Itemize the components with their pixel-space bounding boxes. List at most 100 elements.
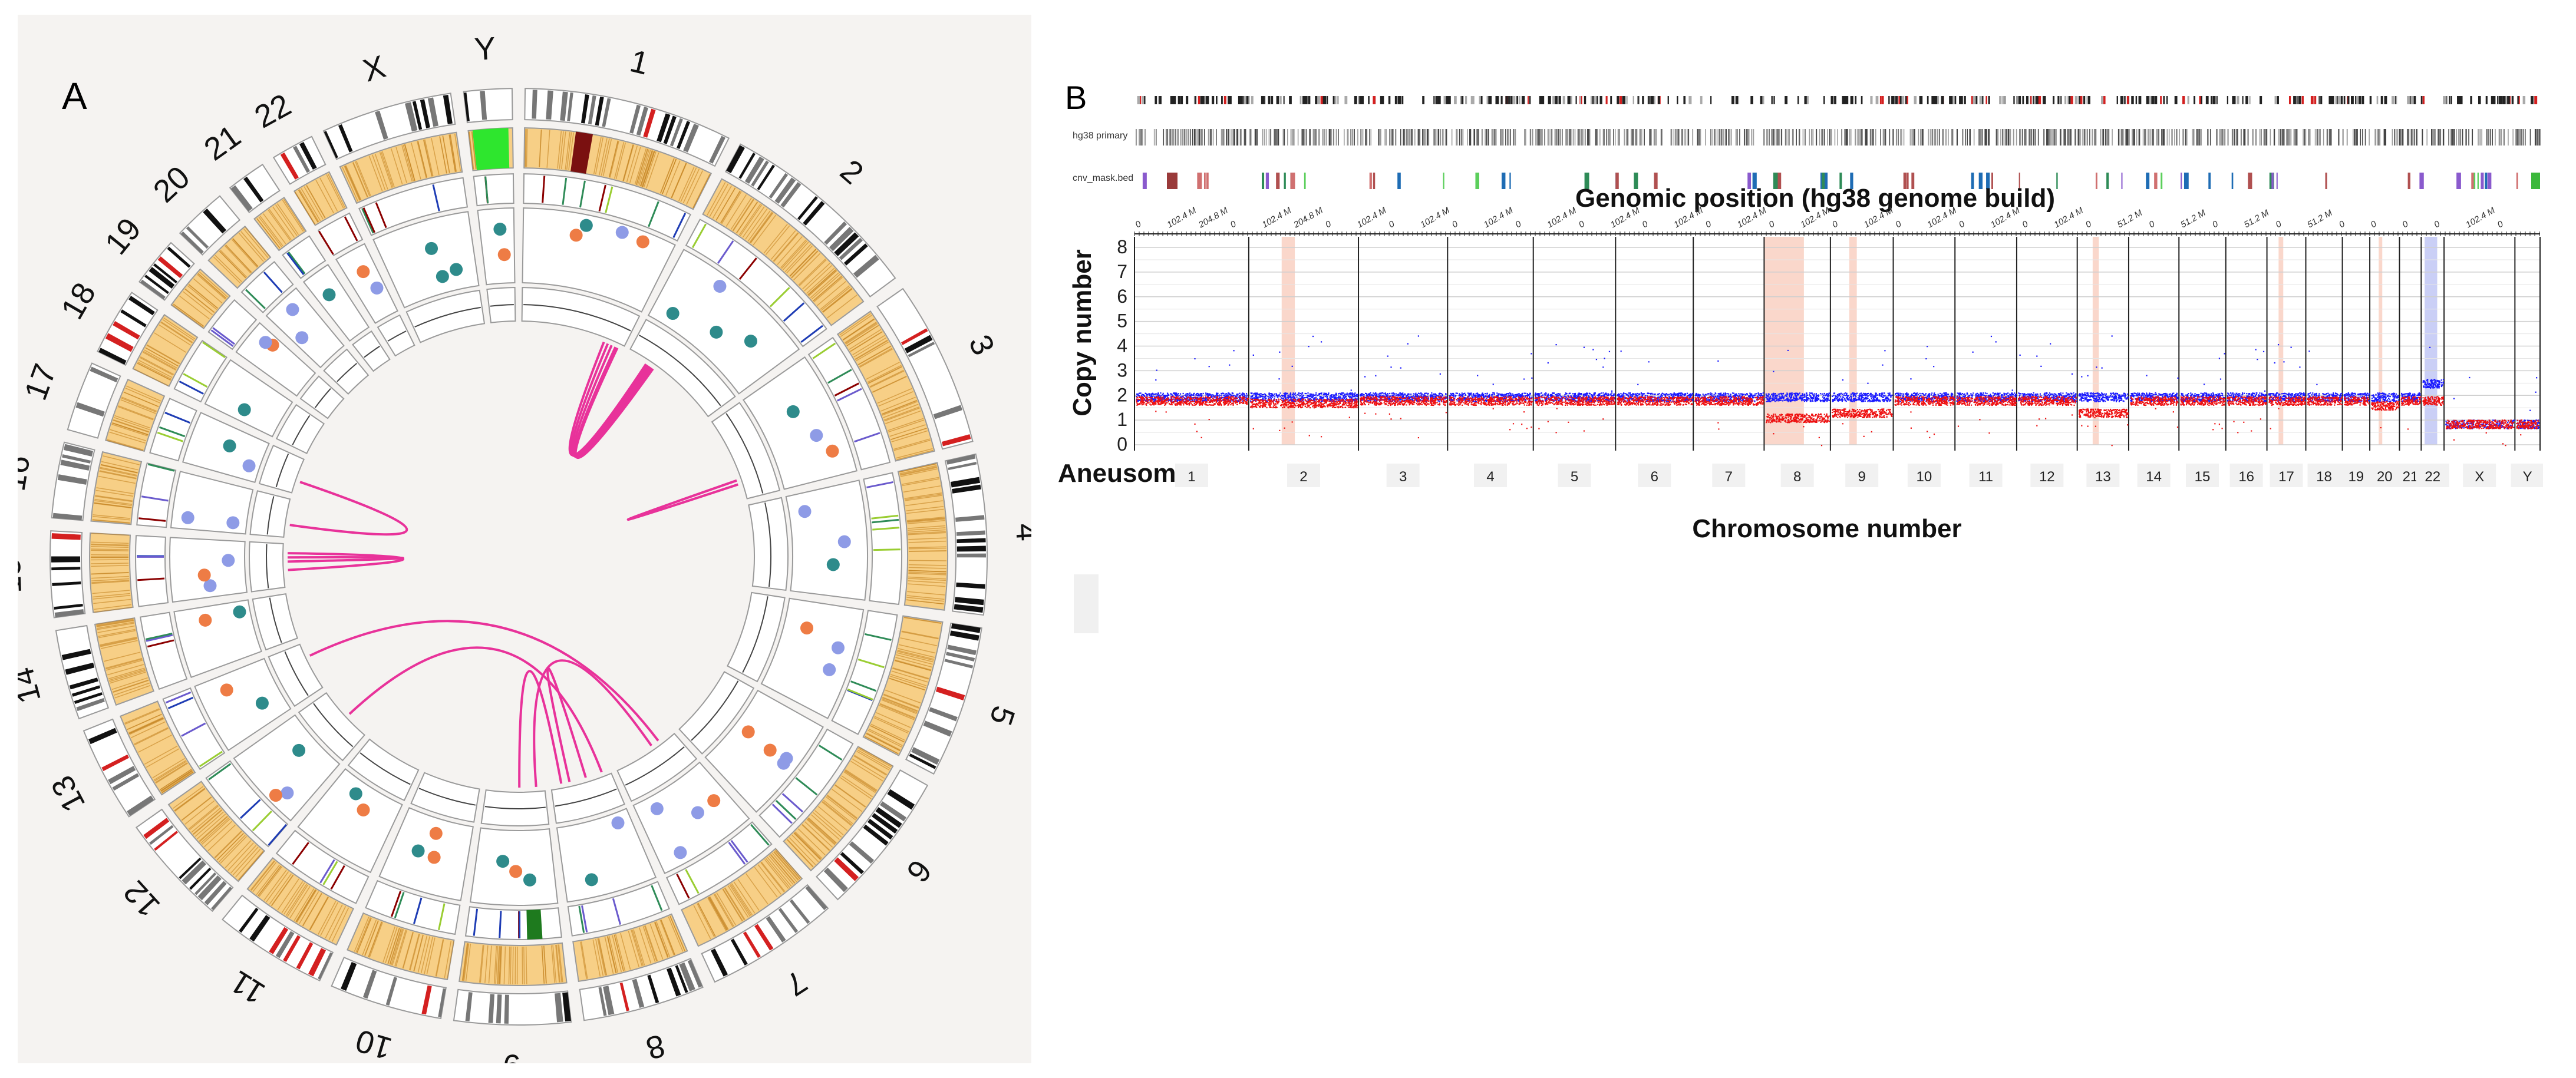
hg38-band	[2438, 129, 2440, 146]
profile-line	[555, 788, 617, 807]
track-band	[2337, 96, 2341, 104]
density-stripe	[381, 151, 395, 187]
density-stripe	[199, 815, 228, 842]
track-band	[1487, 96, 1489, 104]
chromosome-label-X: X	[359, 49, 390, 89]
hg38-band	[2089, 129, 2090, 146]
hg38-band	[1180, 129, 1182, 146]
density-stripe	[899, 465, 937, 474]
chromosome-number-7: 7	[1725, 469, 1733, 485]
mask-band	[1397, 173, 1401, 189]
hg38-band	[2107, 129, 2109, 146]
cytoband	[738, 153, 756, 179]
density-stripe	[320, 902, 339, 936]
track-band	[1750, 96, 1753, 104]
track-band	[1519, 96, 1520, 104]
track-band	[1516, 96, 1519, 104]
density-stripe	[908, 570, 946, 573]
track-band	[2534, 96, 2538, 104]
hg38-band	[2438, 129, 2439, 146]
hg38-band	[1535, 129, 1537, 146]
mask-band	[2208, 173, 2211, 189]
density-stripe	[93, 598, 131, 604]
mask-band	[1197, 173, 1202, 189]
density-stripe	[111, 677, 148, 690]
density-stripe	[900, 467, 938, 476]
hg38-band	[2488, 129, 2489, 146]
cytoband	[296, 942, 314, 970]
track-band	[2211, 96, 2213, 104]
heatmap-tick	[245, 289, 266, 309]
hg38-band	[1500, 129, 1502, 146]
cnv-point	[370, 281, 384, 295]
track-band	[1261, 96, 1264, 104]
cytoband	[751, 160, 769, 187]
track-band	[2331, 96, 2334, 104]
position-tick-label: 0	[1229, 219, 1238, 230]
hg38-band	[2092, 129, 2093, 146]
highlight-loss-chr20	[2379, 237, 2383, 445]
density-stripe	[252, 862, 277, 892]
heatmap-tick	[484, 176, 489, 204]
density-stripe	[137, 361, 171, 380]
hg38-band	[2174, 129, 2175, 146]
hg38-band	[1389, 129, 1390, 146]
cytoband	[956, 553, 987, 558]
density-stripe	[510, 946, 512, 984]
hg38-band	[1834, 129, 1836, 146]
hg38-band	[2029, 129, 2030, 146]
density-stripe	[91, 563, 129, 564]
hg38-band	[1812, 129, 1814, 146]
hg38-band	[2395, 129, 2397, 146]
density-stripe	[220, 836, 248, 864]
hg38-band	[2448, 129, 2449, 146]
track-band	[1579, 96, 1581, 104]
position-tick-label: 0	[2496, 219, 2505, 230]
hg38-band	[1869, 129, 1871, 146]
cytoband	[546, 90, 553, 120]
track-band	[2030, 96, 2032, 104]
cnv-point	[295, 331, 309, 345]
cytoband	[588, 95, 596, 125]
mask-band	[2516, 173, 2518, 189]
cytoband	[211, 887, 232, 911]
hg38-band	[1292, 129, 1294, 146]
cnv-point	[497, 248, 511, 262]
track-band	[2205, 96, 2209, 104]
hg38-band	[1566, 129, 1568, 146]
chromosome-number-5: 5	[1571, 469, 1578, 485]
chromosome-label-21: 21	[198, 118, 248, 168]
track-band	[2018, 96, 2021, 104]
density-stripe	[220, 249, 248, 277]
density-stripe	[835, 784, 866, 808]
hg38-band	[1673, 129, 1675, 146]
hg38-band	[2186, 129, 2187, 146]
density-stripe	[91, 578, 130, 581]
density-stripe	[118, 405, 154, 420]
hg38-band	[2384, 129, 2386, 146]
track-band	[1842, 96, 1845, 104]
track-band	[2409, 96, 2411, 104]
hg38-band	[2002, 129, 2004, 146]
hg38-band	[1495, 129, 1496, 146]
hg38-band	[2065, 129, 2066, 146]
density-stripe	[417, 935, 428, 973]
heatmap-tick	[578, 905, 585, 933]
hg38-band	[1422, 129, 1423, 146]
track-band	[2314, 96, 2317, 104]
cytoband	[65, 662, 95, 675]
density-stripe	[184, 800, 215, 825]
track-band	[1548, 96, 1551, 104]
density-stripe	[379, 152, 392, 189]
hg38-band	[1395, 129, 1397, 146]
hg38-band	[2411, 129, 2412, 146]
hg38-band	[1409, 129, 1410, 146]
hg38-band	[1316, 129, 1317, 146]
hg38-band	[1896, 129, 1897, 146]
density-stripe	[890, 674, 927, 686]
hg38-band	[1435, 129, 1437, 146]
hg38-band	[2417, 129, 2419, 146]
density-stripe	[623, 144, 634, 181]
hg38-band	[1729, 129, 1730, 146]
density-stripe	[114, 685, 151, 699]
